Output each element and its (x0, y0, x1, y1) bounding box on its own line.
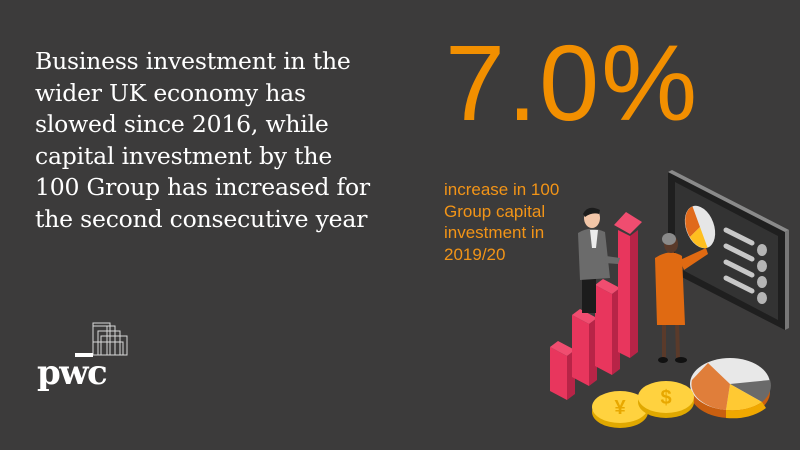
headline: Business investment in the wider UK econ… (35, 46, 425, 235)
stat-caption-line: Group capital (444, 201, 546, 221)
stat-caption: increase in 100 Group capital investment… (444, 179, 559, 265)
svg-text:¥: ¥ (614, 397, 626, 419)
headline-line: Business investment in the (35, 47, 351, 75)
presenter-woman-icon (655, 233, 708, 363)
yen-coin-icon: ¥ (592, 391, 648, 428)
stat-caption-line: investment in (444, 223, 545, 242)
headline-line: the second consecutive year (35, 204, 368, 233)
pie-chart-icon (690, 358, 771, 419)
rising-bar-chart-icon (550, 212, 642, 400)
headline-line: slowed since 2016, while (35, 110, 329, 138)
pwc-logo-mark-icon (75, 322, 128, 357)
pwc-logo-text: pwc (37, 353, 108, 393)
headline-line: 100 Group has increased for (35, 173, 370, 201)
investment-illustration: ¥ $ (550, 170, 789, 428)
svg-text:$: $ (660, 387, 671, 409)
screen-dashboard-icon (668, 170, 789, 330)
stat-caption-line: 2019/20 (444, 244, 506, 264)
businessman-icon (578, 207, 620, 313)
dollar-coin-icon: $ (638, 381, 694, 418)
headline-line: capital investment by the (35, 141, 333, 170)
stat-value: 7.0% (445, 22, 700, 143)
headline-line: wider UK economy has (35, 78, 306, 107)
stat-caption-line: increase in 100 (444, 180, 560, 199)
